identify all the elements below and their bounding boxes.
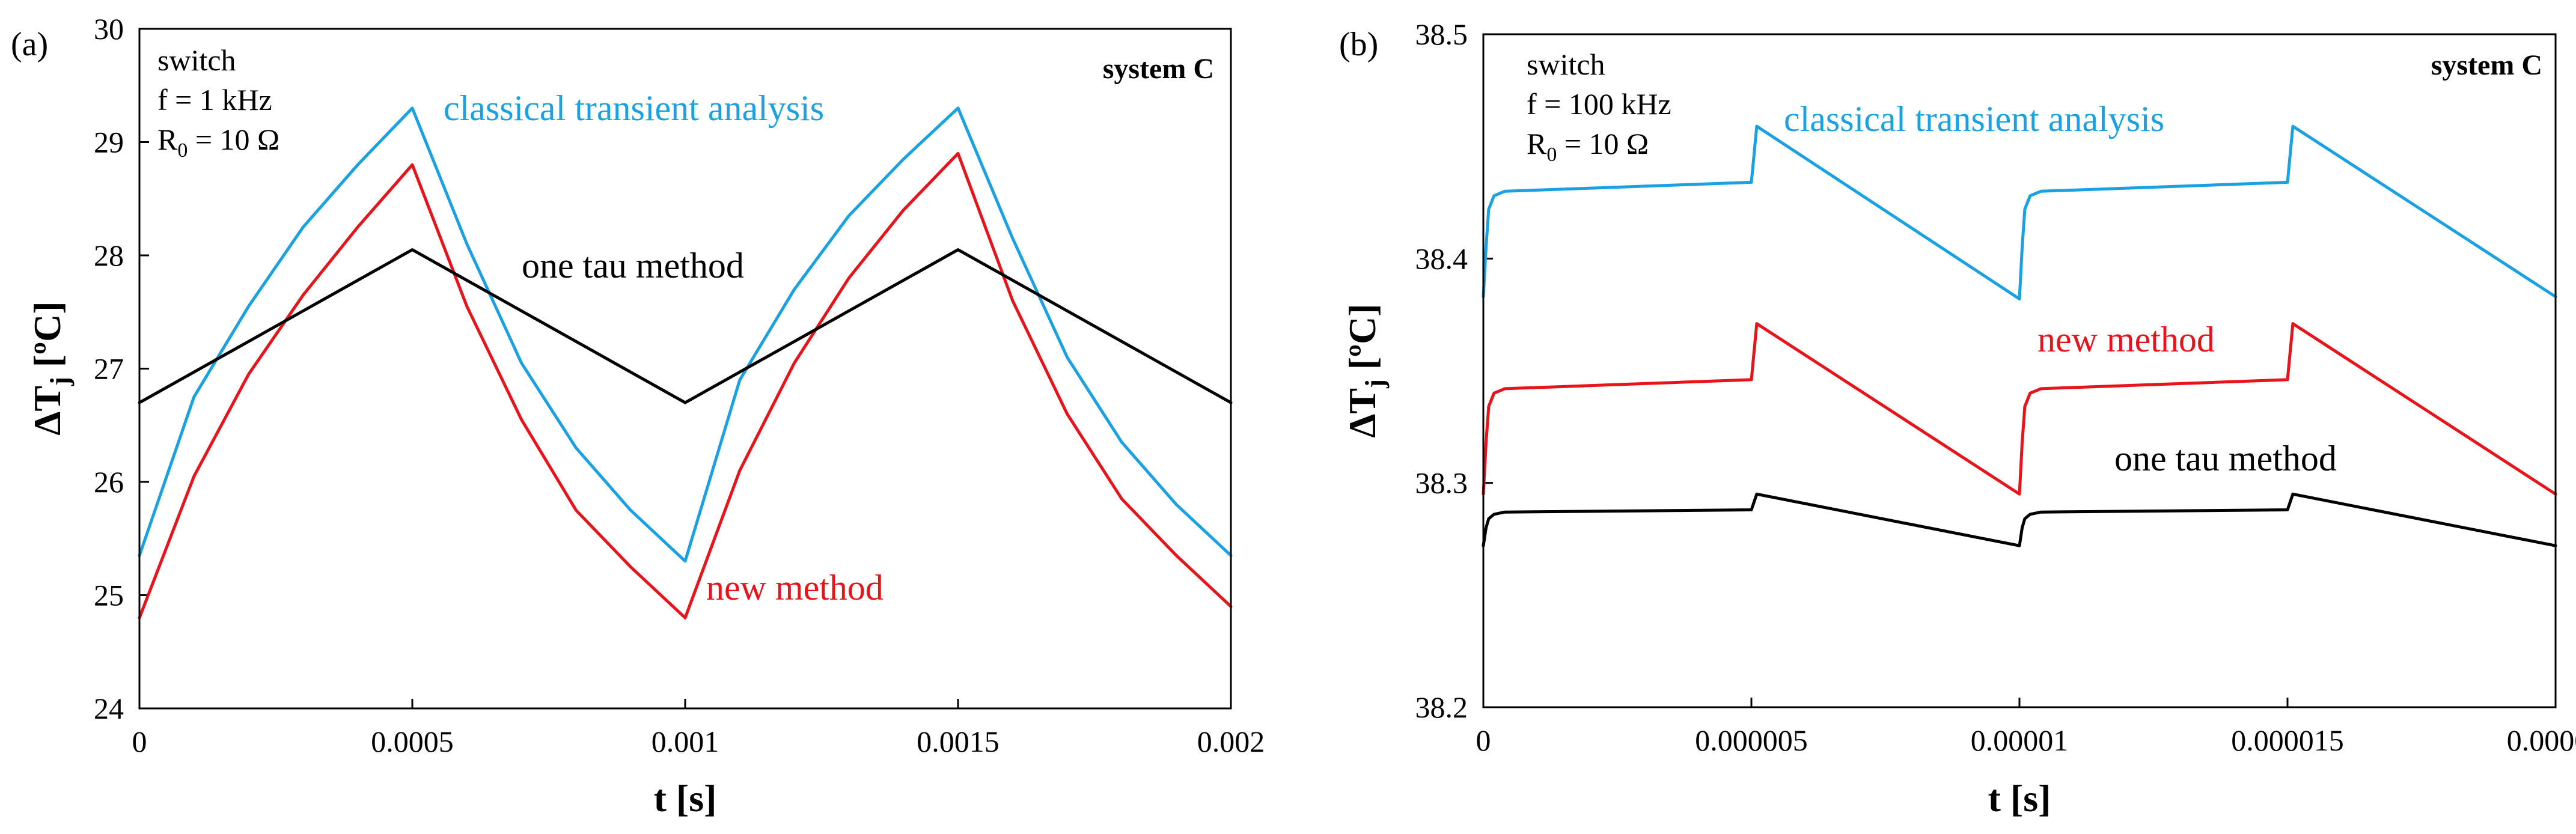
panel-b-ytick-label-3: 38.5 [1415, 17, 1468, 51]
panel-a-ytick-label-1: 25 [94, 579, 124, 612]
panel-a-label-one-tau: one tau method [522, 246, 744, 285]
panel-b-annotation-switch: switch [1527, 47, 1605, 81]
panel-a-annotation-frequency: f = 1 kHz [157, 83, 272, 117]
panel-a-xtick-label-1: 0.0005 [371, 725, 454, 758]
panel-b-label: (b) [1339, 26, 1378, 63]
panel-a-series-one-tau-method [138, 248, 1233, 404]
panel-a-ytick-label-5: 29 [94, 126, 124, 159]
panel-b-annotation-frequency: f = 100 kHz [1527, 87, 1671, 121]
panel-b-ytick-label-0: 38.2 [1415, 690, 1468, 724]
panel-a-ytick-label-0: 24 [94, 692, 124, 725]
panel-a-annotation-r0: R0 = 10 Ω [157, 123, 279, 162]
panel-a-ytick-label-2: 26 [94, 465, 124, 499]
panel-a-series-classical-transient-analysis [138, 106, 1233, 563]
panel-b-series-classical-transient-analysis [1482, 124, 2557, 300]
panel-b-series-one-tau-method [1482, 492, 2557, 547]
panel-b-annotation-r0: R0 = 10 Ω [1527, 127, 1649, 166]
panel-b-xtick-label-3: 0.000015 [2231, 723, 2344, 757]
panel-a-xtick-label-3: 0.0015 [917, 725, 1000, 758]
panel-b-xtick-label-0: 0 [1476, 723, 1491, 757]
panel-b-series [1482, 124, 2557, 547]
panel-b-xtick-label-2: 0.00001 [1971, 723, 2069, 757]
panel-b-ytick-label-2: 38.4 [1415, 242, 1468, 275]
panel-a-plot-frame [138, 28, 1232, 710]
panel-a: (a) 0 0.0005 0.001 0.0015 0.002 24 25 26 27 28 29 3… [11, 12, 1265, 820]
panel-a-label-new-method: new method [706, 568, 884, 607]
panel-a-annotation-switch: switch [157, 43, 236, 77]
panel-a-ylabel: ΔTj [ºC] [26, 301, 75, 435]
panel-a-ytick-label-3: 27 [94, 352, 124, 386]
panel-b-ylabel: ΔTj [ºC] [1341, 303, 1390, 437]
panel-a-xtick-label-2: 0.001 [652, 725, 719, 758]
panel-b-plot-frame [1482, 33, 2557, 708]
panel-a-label: (a) [11, 26, 48, 63]
panel-a-xlabel: t [s] [654, 777, 717, 820]
panel-b: (b) 0 0.000005 0.00001 0.000015 0.00002 38.2 3… [1339, 17, 2576, 820]
panel-b-system-label: system C [2431, 49, 2542, 81]
panel-a-ticks: 0 0.0005 0.001 0.0015 0.002 24 25 26 27 28 29 30 [94, 12, 1265, 758]
panel-b-series-new-method [1482, 322, 2557, 496]
panel-a-series-new-method [138, 151, 1233, 619]
panel-b-label-classical: classical transient analysis [1784, 99, 2164, 139]
panel-a-system-label: system C [1103, 53, 1214, 85]
panel-b-xlabel: t [s] [1988, 777, 2051, 820]
panel-a-label-classical: classical transient analysis [444, 88, 824, 128]
panel-b-label-one-tau: one tau method [2114, 439, 2337, 478]
panel-a-ytick-label-6: 30 [94, 12, 124, 46]
panel-a-ytick-label-4: 28 [94, 239, 124, 272]
panel-a-xtick-label-0: 0 [132, 725, 147, 758]
panel-b-ticks: 0 0.000005 0.00001 0.000015 0.00002 38.2 38.3 3… [1415, 17, 2576, 757]
panel-a-series [138, 106, 1233, 619]
panel-b-label-new-method: new method [2037, 320, 2215, 359]
panel-b-xtick-label-4: 0.00002 [2507, 723, 2576, 757]
panel-a-xtick-label-4: 0.002 [1197, 725, 1265, 758]
panel-b-ytick-label-1: 38.3 [1415, 466, 1468, 500]
panel-b-xtick-label-1: 0.000005 [1695, 723, 1808, 757]
